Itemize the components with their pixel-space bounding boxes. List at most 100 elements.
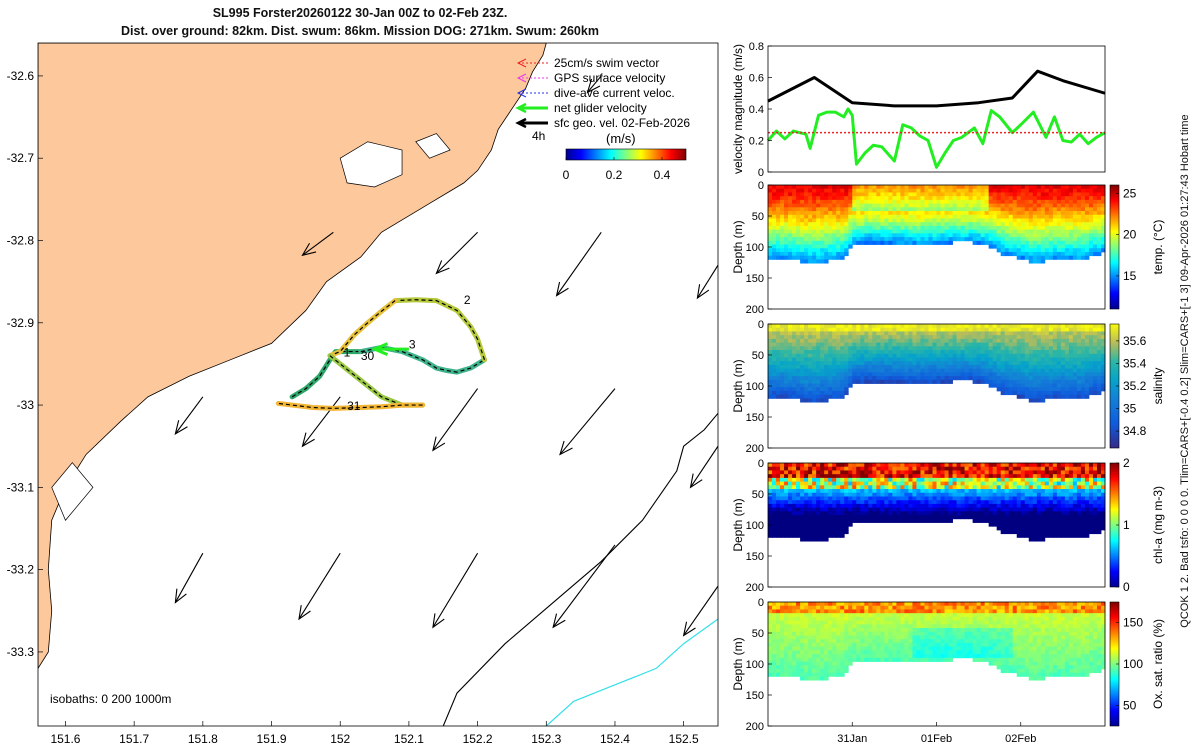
salinity-section-ytick-label-2: 100 — [746, 381, 764, 393]
oxygen-section-xtick-label-1: 01Feb — [921, 733, 952, 745]
geo-velocity-arrow-8-shaft — [690, 445, 718, 488]
geo-velocity-arrow-14-shaft — [587, 75, 602, 93]
map-colorbar-tick-label-1: 0.2 — [606, 168, 623, 182]
geo-velocity-arrow-0-head — [301, 242, 317, 257]
estuary-2 — [51, 462, 94, 521]
track-label-1: 3 — [409, 337, 416, 351]
map-ytick-label-3: -32.9 — [7, 316, 35, 330]
map-ytick-label-5: -33.1 — [7, 480, 35, 494]
velocity-ytick-label-0: 0 — [758, 167, 764, 179]
geo-velocity-arrow-2-head — [555, 281, 569, 297]
geo-velocity-arrow-3-shaft — [696, 264, 718, 299]
legend-label-2: dive-ave current veloc. — [554, 86, 675, 100]
oxygen-section-ytick-label-1: 50 — [752, 628, 764, 640]
legend-note: 4h — [532, 129, 545, 143]
temperature-section-ylabel: Depth (m) — [731, 220, 745, 273]
map-xtick-label-1: 151.7 — [119, 732, 149, 746]
geo-velocity-arrow-5-shaft — [302, 396, 341, 447]
chlorophyll-section-colorbar-label: chl-a (mg m-3) — [1151, 486, 1165, 564]
salinity-section-ctick-label-2: 35.2 — [1123, 379, 1147, 393]
estuary-0 — [339, 141, 403, 188]
oxygen-section-xtick-label-2: 02Feb — [1005, 733, 1036, 745]
salinity-section-ctick-label-1: 35 — [1123, 402, 1137, 416]
geo-velocity-arrow-3-head — [696, 284, 710, 300]
oxygen-section-ctick-label-0: 50 — [1123, 698, 1137, 712]
velocity-series-green — [766, 107, 1106, 169]
temperature-section-ctick-label-0: 15 — [1123, 269, 1137, 283]
oxygen-section-ctick-label-1: 100 — [1123, 657, 1143, 671]
legend-head-4 — [515, 117, 527, 129]
track-segment-4 — [327, 353, 426, 408]
geo-velocity-arrow-12-shaft — [552, 544, 616, 628]
salinity-section-colorbar-label: salinity — [1151, 368, 1165, 405]
oxygen-section-ctick-label-2: 150 — [1123, 616, 1143, 630]
temperature-section-ctick-label-2: 25 — [1123, 186, 1137, 200]
map-ytick-label-0: -32.6 — [7, 69, 35, 83]
geo-velocity-arrow-1-head — [435, 260, 450, 275]
geo-velocity-arrow-6-head — [432, 436, 446, 452]
chlorophyll-section-ylabel: Depth (m) — [731, 498, 745, 551]
geo-velocity-arrow-0-shaft — [302, 231, 334, 256]
map-xtick-label-6: 152.2 — [463, 732, 493, 746]
figure-title-line1: SL995 Forster20260122 30-Jan 00Z to 02-F… — [212, 6, 508, 20]
legend-head-3 — [515, 102, 527, 114]
geo-velocity-arrow-2-shaft — [556, 231, 602, 296]
geo-velocity-arrow-9-head — [174, 588, 187, 604]
salinity-section-ctick-label-3: 35.4 — [1123, 356, 1147, 370]
geo-velocity-arrow-7-shaft — [559, 388, 616, 455]
map-xtick-label-3: 151.9 — [257, 732, 287, 746]
geo-velocity-arrow-1-shaft — [435, 231, 478, 274]
velocity-panel: 0 0.2 0.4 0.6 0.8 velocity magnitude (m/s) — [731, 41, 1106, 179]
salinity-section-ctick-label-0: 34.8 — [1123, 424, 1147, 438]
salinity-section: 0 50 100 150 200 Depth (m) 34.8 35 35.2 35.4 35.6 s… — [731, 319, 1165, 455]
temperature-section-ytick-label-4: 200 — [746, 304, 764, 316]
velocity-ytick-label-3: 0.6 — [749, 73, 764, 85]
chlorophyll-section-ytick-label-0: 0 — [758, 458, 764, 470]
salinity-section-cells — [768, 324, 1106, 403]
geo-velocity-arrow-4-head — [174, 420, 188, 436]
land-coastline — [38, 43, 547, 670]
figure-title-line2: Dist. over ground: 82km. Dist. swum: 86k… — [121, 24, 599, 38]
temperature-section-colorbar-label: temp. (°C) — [1151, 220, 1165, 275]
velocity-series-black — [767, 69, 1106, 108]
map-colorbar-label: (m/s) — [606, 131, 636, 146]
oxygen-section-colorbar-label: Ox. sat. ratio (%) — [1151, 619, 1165, 709]
geo-velocity-arrow-11-shaft — [432, 552, 479, 628]
legend-label-1: GPS surface velocity — [554, 71, 665, 85]
isobath-text: isobaths: 0 200 1000m — [50, 692, 171, 706]
track-label-2: 30 — [361, 349, 375, 363]
map-ytick-label-2: -32.8 — [7, 233, 35, 247]
oxygen-section-xtick-label-0: 31Jan — [837, 733, 867, 745]
legend-head-1 — [516, 73, 527, 83]
salinity-section-ytick-label-1: 50 — [752, 350, 764, 362]
temperature-section-ytick-label-3: 150 — [746, 273, 764, 285]
net-glider-velocity-arrow-head — [370, 342, 389, 356]
chlorophyll-section-ytick-label-4: 200 — [746, 582, 764, 594]
velocity-ytick-label-2: 0.4 — [749, 104, 764, 116]
chlorophyll-section-ytick-label-2: 100 — [746, 520, 764, 532]
legend-label-4: sfc geo. vel. 02-Feb-2026 — [554, 116, 690, 130]
velocity-ytick-label-1: 0.2 — [749, 136, 764, 148]
chlorophyll-section-ytick-label-3: 150 — [746, 551, 764, 563]
oxygen-section-ytick-label-4: 200 — [746, 721, 764, 733]
oxygen-section: 0 50 100 150 200 Depth (m) 50 100 150 Ox. sat. ra… — [731, 597, 1165, 745]
oxygen-section-ytick-label-3: 150 — [746, 690, 764, 702]
track-dash-3 — [329, 300, 396, 357]
map-xtick-label-5: 152.1 — [394, 732, 424, 746]
chlorophyll-section-ctick-label-1: 1 — [1123, 518, 1130, 532]
legend-label-0: 25cm/s swim vector — [554, 56, 659, 70]
map-ytick-label-1: -32.7 — [7, 151, 35, 165]
velocity-ylabel: velocity magnitude (m/s) — [731, 44, 745, 174]
track-dash-4 — [329, 355, 423, 406]
geo-velocity-arrow-14-head — [586, 78, 601, 94]
geo-velocity-arrow-10-head — [298, 605, 311, 621]
temperature-section-ctick-label-1: 20 — [1123, 228, 1137, 242]
geo-velocity-arrow-13-shaft — [683, 585, 718, 636]
salinity-section-ytick-label-0: 0 — [758, 319, 764, 331]
map-xtick-label-4: 152 — [330, 732, 350, 746]
chlorophyll-section-ctick-label-2: 2 — [1123, 456, 1130, 470]
estuary-1 — [415, 133, 451, 159]
oxygen-section-ytick-label-0: 0 — [758, 597, 764, 609]
